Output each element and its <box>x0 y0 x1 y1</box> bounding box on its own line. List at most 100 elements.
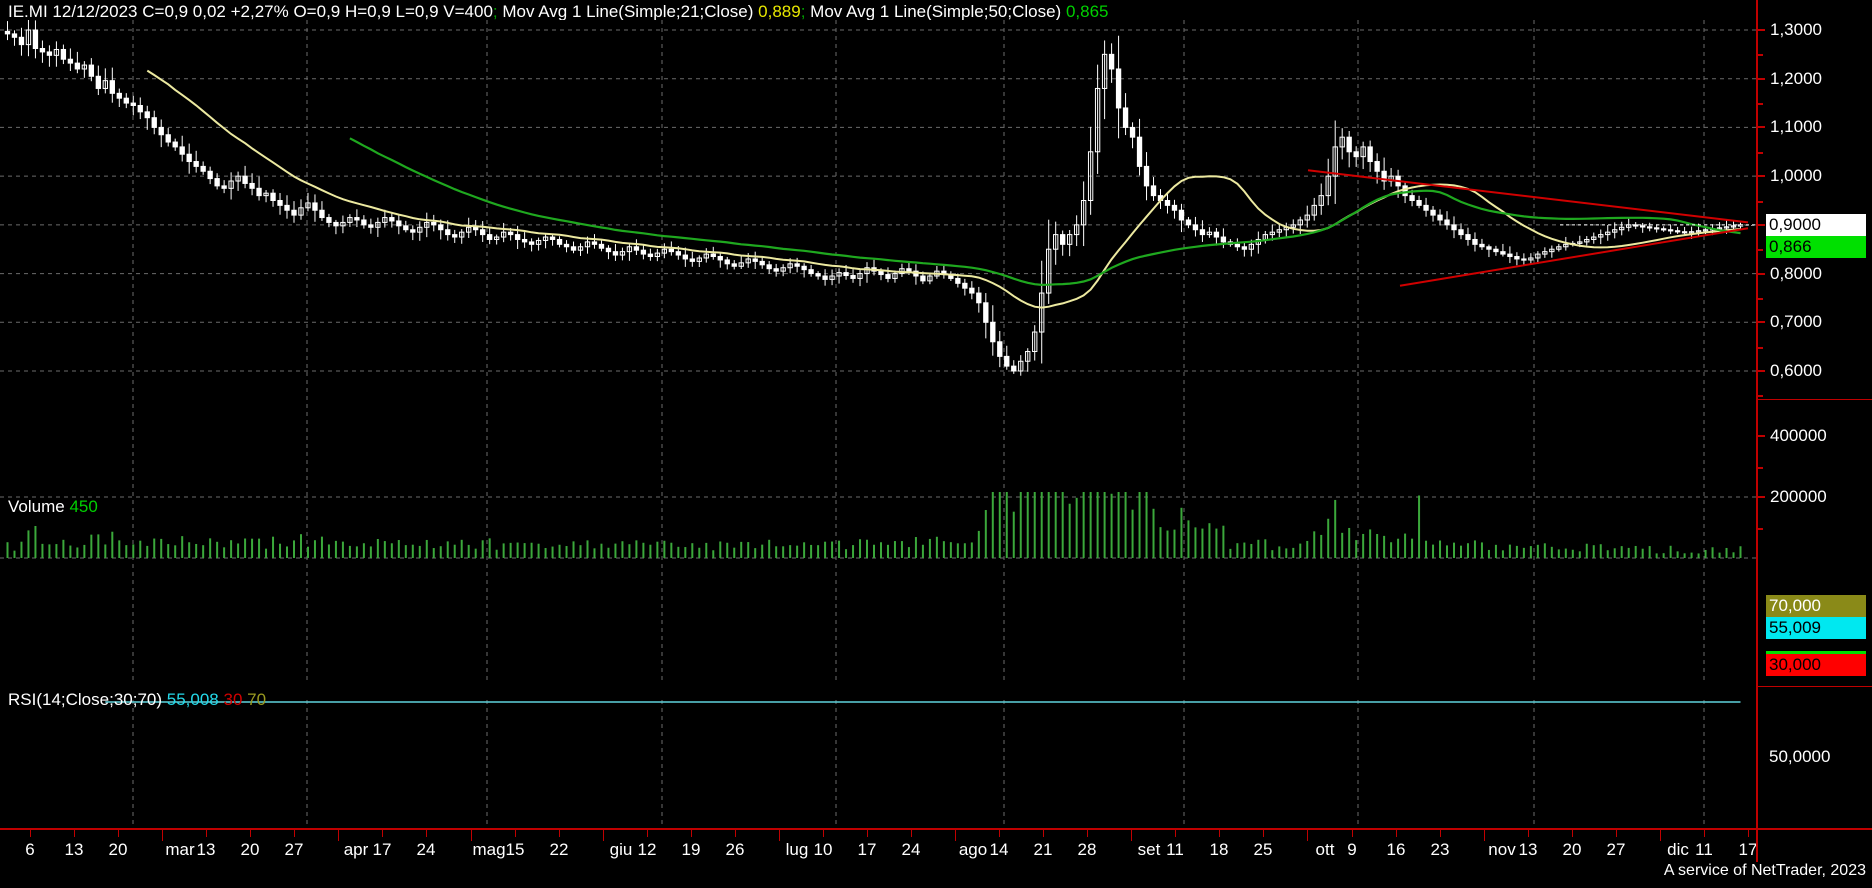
axis-minor-tick <box>1756 152 1763 154</box>
date-axis-label: 20 <box>108 840 128 859</box>
axis-minor-tick <box>1756 103 1763 105</box>
date-axis-label: 28 <box>1077 840 1097 859</box>
date-axis-major-tick <box>779 828 780 841</box>
axis-minor-tick <box>1756 298 1763 300</box>
volume-pane[interactable] <box>0 492 1756 682</box>
date-axis-tick <box>559 828 560 837</box>
rsi-lower-band-label: 30 <box>223 690 243 709</box>
date-axis-tick <box>1572 828 1573 837</box>
date-axis-line <box>0 828 1756 830</box>
date-axis-label: apr <box>343 840 369 859</box>
price-axis[interactable]: 1,3000 1,2000 1,1000 1,0000 0,9000 0,8000 0,70… <box>1756 0 1872 888</box>
date-axis-label: ott <box>1315 840 1335 859</box>
date-axis[interactable]: 6 13 20 mar 13 20 27 apr 17 24 mag 15 22 giu 12 19 26 lug… <box>0 828 1757 862</box>
rsi-plot <box>105 700 1741 828</box>
date-axis-tick <box>1263 828 1264 837</box>
separator-2: ; <box>800 2 806 21</box>
axis-tick <box>1756 435 1765 437</box>
date-axis-tick <box>1528 828 1529 837</box>
date-axis-tick <box>250 828 251 837</box>
date-axis-tick <box>1440 828 1441 837</box>
date-axis-major-tick <box>1307 828 1308 841</box>
date-axis-label: ago <box>958 840 988 859</box>
date-axis-tick <box>867 828 868 837</box>
date-axis-tick <box>1352 828 1353 837</box>
date-axis-tick <box>1043 828 1044 837</box>
price-tick-label: 0,7000 <box>1770 312 1822 331</box>
date-axis-label: 20 <box>1562 840 1582 859</box>
separator-1: ; <box>492 2 498 21</box>
date-axis-label: 17 <box>857 840 877 859</box>
date-axis-tick <box>294 828 295 837</box>
date-axis-label: 11 <box>1166 840 1184 859</box>
price-pane[interactable] <box>0 20 1756 490</box>
date-axis-tick <box>999 828 1000 837</box>
ma2-label: Mov Avg 1 Line(Simple;50;Close) <box>810 2 1062 21</box>
axis-pointer <box>1740 225 1754 226</box>
symbol-label: IE.MI <box>8 2 48 21</box>
axis-tick <box>1756 175 1765 177</box>
date-axis-label: 17 <box>372 840 392 859</box>
volume-tick-label: 200000 <box>1770 487 1827 506</box>
axis-minor-tick <box>1756 347 1763 349</box>
date-axis-label: 6 <box>25 840 35 859</box>
axis-tick <box>1756 29 1765 31</box>
rsi-value-box[interactable]: 55,009 <box>1766 617 1866 639</box>
date-axis-tick <box>1396 828 1397 837</box>
date-axis-tick <box>515 828 516 837</box>
footer-credit: A service of NetTrader, 2023 <box>1663 862 1866 879</box>
date-axis-label: 27 <box>284 840 304 859</box>
ma2-value: 0,865 <box>1065 2 1109 21</box>
date-axis-label: 25 <box>1253 840 1273 859</box>
volume-tick-label: 400000 <box>1770 426 1827 445</box>
price-tick-label: 1,0000 <box>1770 166 1822 185</box>
axis-tick <box>1756 273 1765 275</box>
date-axis-label: 9 <box>1347 840 1357 859</box>
date-axis-label: 14 <box>989 840 1009 859</box>
axis-tick <box>1756 78 1765 80</box>
date-axis-tick <box>647 828 648 837</box>
axis-minor-tick <box>1756 249 1763 251</box>
date-axis-label: 15 <box>505 840 525 859</box>
date-axis-major-tick <box>1484 828 1485 841</box>
date-axis-label: 21 <box>1033 840 1053 859</box>
date-axis-major-tick <box>603 828 604 841</box>
axis-pane-divider <box>1756 399 1872 400</box>
price-tick-label: 1,1000 <box>1770 117 1822 136</box>
rsi-lower-band-box[interactable]: 30,000 <box>1766 654 1866 676</box>
date-axis-label: 13 <box>64 840 84 859</box>
date-axis-label: 13 <box>196 840 216 859</box>
date-axis-label: nov <box>1488 840 1516 859</box>
date-axis-tick <box>1704 828 1705 837</box>
volume-label-value: 450 <box>69 497 98 516</box>
date-axis-tick <box>1087 828 1088 837</box>
price-axis-line <box>1756 0 1758 840</box>
volume-plot <box>0 492 1756 682</box>
date-axis-tick <box>118 828 119 837</box>
axis-tick <box>1756 224 1765 226</box>
date-axis-label: 16 <box>1386 840 1406 859</box>
date-axis-label: mag <box>472 840 506 859</box>
date-axis-label: 23 <box>1430 840 1450 859</box>
ma1-value: 0,889 <box>758 2 801 21</box>
date-axis-tick <box>911 828 912 837</box>
date-axis-end-marker <box>1756 828 1758 862</box>
date-axis-tick <box>426 828 427 837</box>
moving-average-price-box[interactable]: 0,866 <box>1766 236 1866 258</box>
date-axis-tick <box>74 828 75 837</box>
rsi-upper-band-box[interactable]: 70,000 <box>1766 595 1866 617</box>
current-price-box[interactable]: 0,9000 <box>1766 214 1866 236</box>
date-axis-tick <box>1219 828 1220 837</box>
date-axis-tick <box>691 828 692 837</box>
volume-label-text: Volume <box>8 497 65 516</box>
date-axis-label: mar <box>165 840 195 859</box>
date-axis-tick <box>1175 828 1176 837</box>
price-tick-label: 1,3000 <box>1770 20 1822 39</box>
axis-tick <box>1756 321 1765 323</box>
ma1-label: Mov Avg 1 Line(Simple;21;Close) <box>502 2 754 21</box>
rsi-pane[interactable] <box>0 700 1756 828</box>
date-axis-label: 20 <box>240 840 260 859</box>
date-axis-label: dic <box>1667 840 1689 859</box>
date-axis-label: lug <box>785 840 809 859</box>
